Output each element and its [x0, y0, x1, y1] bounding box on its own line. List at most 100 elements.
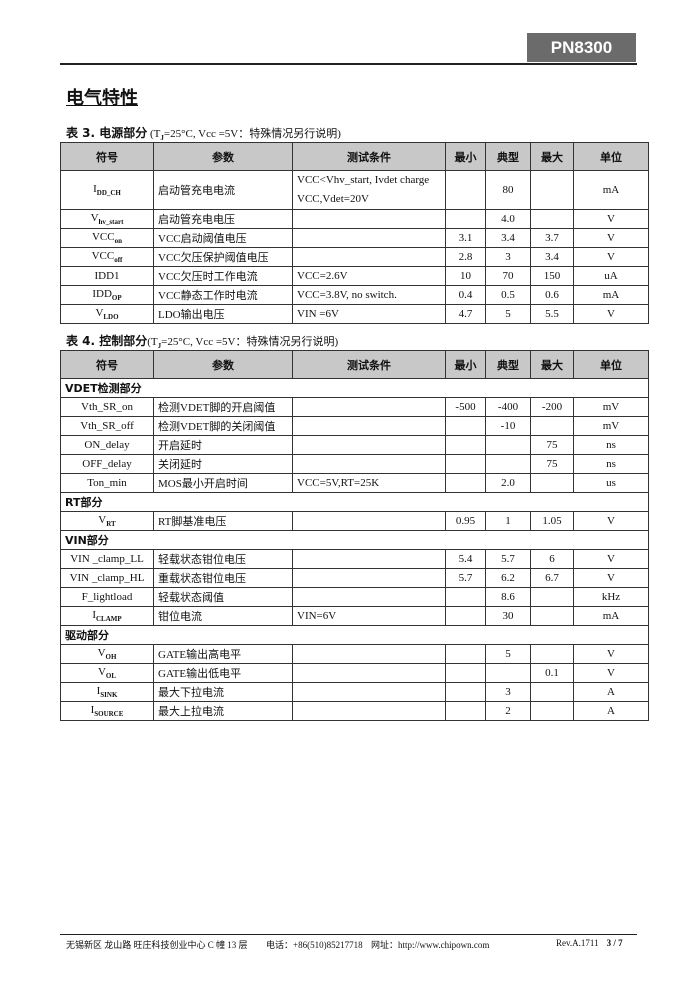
symbol-cell: F_lightload: [60, 587, 154, 607]
table-row: VOH GATE输出高电平 5 V: [60, 644, 649, 664]
typ-cell: 4.0: [485, 209, 531, 229]
symbol-cell: VIN _clamp_LL: [60, 549, 154, 569]
min-cell: [445, 170, 486, 210]
param-cell: VCC静态工作时电流: [153, 285, 293, 305]
unit-cell: V: [573, 663, 649, 683]
table-row: VCCoff VCC欠压保护阈值电压 2.8 3 3.4 V: [60, 247, 649, 267]
symbol: I: [93, 182, 97, 195]
section-row: RT部分: [60, 492, 649, 512]
caption-cond: (T: [150, 128, 161, 140]
param-cell: LDO输出电压: [153, 304, 293, 324]
unit-cell: ns: [573, 435, 649, 455]
param-cell: 重载状态钳位电压: [153, 568, 293, 588]
param-cell: 最大下拉电流: [153, 682, 293, 702]
typ-cell: 0.5: [485, 285, 531, 305]
cond-cell: [292, 549, 446, 569]
unit-cell: A: [573, 682, 649, 702]
cond-cell: VCC=5V,RT=25K: [292, 473, 446, 493]
symbol: IDD1: [94, 270, 120, 282]
table-row: VLDO LDO输出电压 VIN =6V 4.7 5 5.5 V: [60, 304, 649, 324]
typ-cell: [485, 435, 531, 455]
symbol-subscript: RT: [106, 520, 116, 529]
table-row: ICLAMP 钳位电流 VIN=6V 30 mA: [60, 606, 649, 626]
param-cell: MOS最小开启时间: [153, 473, 293, 493]
footer-revision: Rev.A.1711: [556, 938, 599, 948]
section-label: VIN部分: [60, 530, 649, 550]
symbol-subscript: OP: [111, 294, 122, 303]
cond-cell: [292, 416, 446, 436]
typ-cell: 5: [485, 304, 531, 324]
footer-phone: 电话：+86(510)85217718: [266, 940, 363, 950]
typ-cell: 80: [485, 170, 531, 210]
caption-label: 表 4. 控制部分: [66, 334, 148, 348]
max-cell: 6: [530, 549, 574, 569]
column-header: 最小: [445, 142, 486, 171]
max-cell: [530, 701, 574, 721]
footer-website[interactable]: 网址：http://www.chipown.com: [371, 940, 490, 950]
column-header: 符号: [60, 142, 154, 171]
cond-cell: [292, 644, 446, 664]
param-cell: 检测VDET脚的关闭阈值: [153, 416, 293, 436]
column-header: 参数: [153, 142, 293, 171]
table-row: F_lightload 轻载状态阈值 8.6 kHz: [60, 587, 649, 607]
header-divider: [60, 63, 637, 65]
column-header: 最小: [445, 350, 486, 379]
symbol: VCC: [91, 249, 115, 262]
table-row: Vhv_start 启动管充电电压 4.0 V: [60, 209, 649, 229]
column-header: 测试条件: [292, 142, 446, 171]
cond-cell: [292, 568, 446, 588]
table4-caption: 表 4. 控制部分(TJ=25°C, Vcc =5V：特殊情况另行说明): [66, 332, 338, 350]
caption-label: 表 3. 电源部分: [66, 126, 148, 140]
min-cell: 5.7: [445, 568, 486, 588]
symbol: V: [95, 306, 104, 319]
table-row: OFF_delay 关闭延时 75 ns: [60, 454, 649, 474]
unit-cell: mV: [573, 416, 649, 436]
typ-cell: 70: [485, 266, 531, 286]
min-cell: [445, 701, 486, 721]
table-row: ISINK 最大下拉电流 3 A: [60, 682, 649, 702]
max-cell: 5.5: [530, 304, 574, 324]
max-cell: 75: [530, 454, 574, 474]
symbol: V: [97, 646, 106, 659]
symbol-subscript: OL: [105, 672, 117, 681]
column-header: 测试条件: [292, 350, 446, 379]
symbol-subscript: CLAMP: [96, 615, 122, 624]
symbol: F_lightload: [81, 591, 133, 603]
symbol-cell: Vth_SR_off: [60, 416, 154, 436]
min-cell: [445, 644, 486, 664]
unit-cell: uA: [573, 266, 649, 286]
min-cell: 4.7: [445, 304, 486, 324]
param-cell: GATE输出低电平: [153, 663, 293, 683]
unit-cell: V: [573, 247, 649, 267]
section-label: 驱动部分: [60, 625, 649, 645]
symbol-cell: VLDO: [60, 304, 154, 324]
min-cell: [445, 473, 486, 493]
max-cell: [530, 473, 574, 493]
param-cell: 关闭延时: [153, 454, 293, 474]
unit-cell: A: [573, 701, 649, 721]
param-cell: 钳位电流: [153, 606, 293, 626]
unit-cell: ns: [573, 454, 649, 474]
caption-sub: J: [157, 342, 162, 351]
footer-address: 无锡新区 龙山路 旺庄科技创业中心 C 幢 13 层: [66, 940, 248, 950]
symbol-subscript: SOURCE: [94, 710, 124, 719]
section-row: VIN部分: [60, 530, 649, 550]
symbol-cell: Vth_SR_on: [60, 397, 154, 417]
typ-cell: 5: [485, 644, 531, 664]
param-cell: GATE输出高电平: [153, 644, 293, 664]
unit-cell: mA: [573, 170, 649, 210]
unit-cell: V: [573, 304, 649, 324]
symbol-cell: ICLAMP: [60, 606, 154, 626]
cond-cell: VIN =6V: [292, 304, 446, 324]
min-cell: 2.8: [445, 247, 486, 267]
param-cell: 开启延时: [153, 435, 293, 455]
unit-cell: mV: [573, 397, 649, 417]
unit-cell: V: [573, 209, 649, 229]
caption-cond: (T: [147, 336, 158, 348]
min-cell: 0.4: [445, 285, 486, 305]
header-row: 符号 参数 测试条件 最小 典型 最大 单位: [60, 142, 649, 171]
param-cell: 轻载状态阈值: [153, 587, 293, 607]
unit-cell: mA: [573, 285, 649, 305]
table-row: VOL GATE输出低电平 0.1 V: [60, 663, 649, 683]
